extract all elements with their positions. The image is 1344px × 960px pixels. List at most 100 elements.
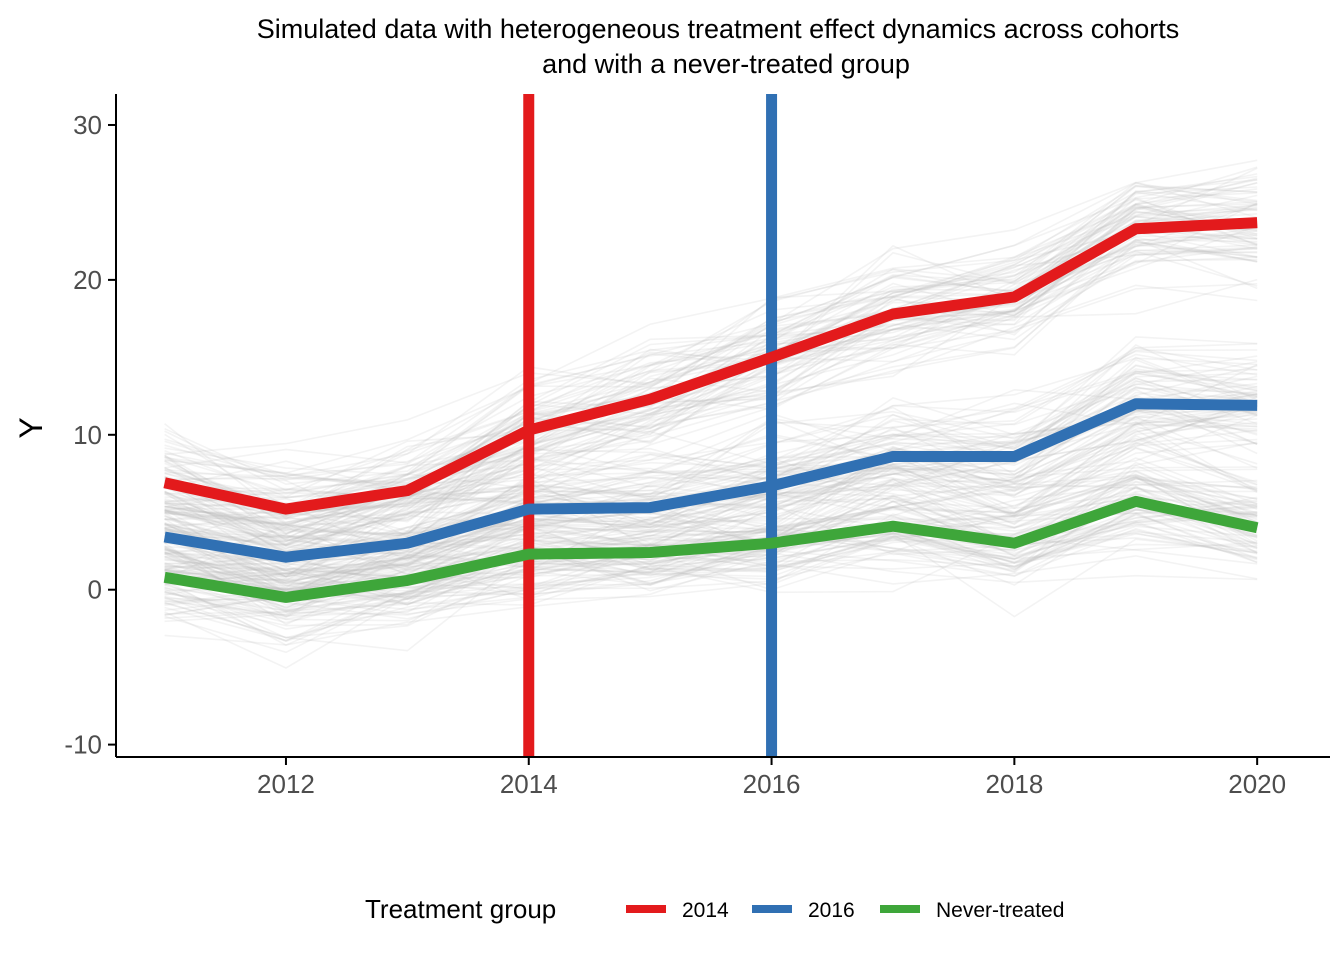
background-unit-line [164, 485, 1258, 613]
background-unit-line [164, 476, 1258, 595]
background-unit-line [164, 206, 1258, 488]
background-unit-line [164, 250, 1258, 511]
background-unit-line [164, 512, 1258, 624]
background-unit-line [164, 182, 1258, 495]
background-unit-line [164, 166, 1258, 494]
background-unit-line [164, 247, 1258, 555]
x-tick-label: 2014 [500, 769, 558, 799]
background-unit-line [164, 537, 1258, 669]
background-unit-line [164, 372, 1258, 554]
background-unit-line [164, 364, 1258, 526]
background-unit-line [164, 278, 1258, 547]
background-unit-line [164, 355, 1258, 538]
background-unit-line [164, 383, 1258, 545]
background-unit-line [164, 473, 1258, 585]
background-unit-line [164, 336, 1258, 526]
y-axis: -10 0 10 20 30 [64, 94, 117, 760]
background-unit-line [164, 284, 1258, 543]
background-unit-line [164, 423, 1258, 576]
background-unit-line [164, 404, 1258, 583]
background-unit-line [164, 477, 1258, 575]
y-tick-label: -10 [64, 730, 102, 760]
background-unit-line [164, 477, 1258, 578]
background-unit-line [164, 173, 1258, 474]
y-axis-ticks: -10 0 10 20 30 [64, 110, 116, 760]
background-unit-line [164, 256, 1258, 535]
background-unit-line [164, 513, 1258, 616]
background-unit-line [164, 476, 1258, 626]
background-unit-line [164, 377, 1258, 562]
background-unit-line [164, 232, 1258, 526]
background-unit-line [164, 246, 1258, 538]
background-unit-line [164, 371, 1258, 560]
background-unit-line [164, 369, 1258, 539]
background-unit-line [164, 213, 1258, 536]
background-unit-line [164, 377, 1258, 591]
background-unit-line [164, 532, 1258, 630]
background-unit-line [164, 230, 1258, 527]
background-unit-line [164, 414, 1258, 562]
background-unit-line [164, 473, 1258, 590]
x-tick-label: 2012 [257, 769, 315, 799]
legend-item-never-treated: Never-treated [880, 899, 1064, 922]
legend: Treatment group 2014 2016 Never-treated [365, 894, 1064, 924]
x-tick-label: 2016 [743, 769, 801, 799]
y-axis-title: Y [13, 417, 49, 438]
background-unit-line [164, 207, 1258, 494]
background-unit-line [164, 507, 1258, 627]
background-unit-line [164, 420, 1258, 642]
background-unit-line [164, 485, 1258, 609]
background-unit-line [164, 192, 1258, 482]
background-unit-line [164, 249, 1258, 546]
x-axis-ticks: 2012 2014 2016 2018 2020 [257, 757, 1286, 799]
background-unit-line [164, 401, 1258, 594]
background-unit-line [164, 181, 1258, 517]
background-unit-line [164, 461, 1258, 594]
background-unit-line [164, 211, 1258, 499]
background-unit-line [164, 353, 1258, 537]
background-unit-line [164, 411, 1258, 592]
background-unit-line [164, 521, 1258, 646]
chart-title-line-1: Simulated data with heterogeneous treatm… [257, 14, 1180, 44]
background-unit-line [164, 437, 1258, 546]
background-unit-line [164, 390, 1258, 571]
background-unit-line [164, 186, 1258, 476]
background-unit-line [164, 179, 1258, 508]
background-unit-line [164, 415, 1258, 583]
background-unit-line [164, 358, 1258, 574]
background-unit-line [164, 493, 1258, 618]
background-unit-line [164, 225, 1258, 535]
background-unit-line [164, 227, 1258, 547]
background-unit-line [164, 203, 1258, 486]
background-unit-line [164, 552, 1258, 646]
background-unit-line [164, 223, 1258, 500]
y-tick-label: 20 [73, 265, 102, 295]
background-unit-line [164, 234, 1258, 543]
legend-title: Treatment group [365, 894, 556, 924]
series-line-2016 [163, 398, 1258, 563]
background-unit-line [164, 496, 1258, 592]
x-axis: 2012 2014 2016 2018 2020 [116, 756, 1330, 799]
background-unit-line [164, 368, 1258, 546]
background-unit-line [164, 513, 1258, 612]
series-line-2014 [163, 217, 1258, 515]
background-unit-line [164, 198, 1258, 484]
background-unit-line [164, 531, 1258, 639]
y-tick-label: 10 [73, 420, 102, 450]
plot-area [163, 94, 1259, 757]
background-unit-line [164, 368, 1258, 524]
background-unit-line [164, 495, 1258, 593]
background-unit-line [164, 346, 1258, 541]
legend-label-2016: 2016 [808, 899, 855, 922]
background-unit-line [164, 223, 1258, 508]
background-unit-line [164, 503, 1258, 620]
background-unit-line [164, 349, 1258, 518]
legend-label-2014: 2014 [682, 899, 729, 922]
background-unit-line [164, 495, 1258, 639]
background-unit-line [164, 476, 1258, 580]
background-unit-line [164, 235, 1258, 547]
background-unit-line [164, 409, 1258, 567]
background-unit-line [164, 412, 1258, 580]
background-unit-line [164, 188, 1258, 517]
background-unit-line [164, 357, 1258, 530]
